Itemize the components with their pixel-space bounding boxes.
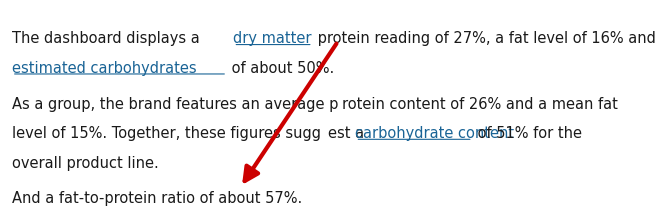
Text: overall product line.: overall product line. xyxy=(12,156,158,171)
Text: estimated carbohydrates: estimated carbohydrates xyxy=(12,61,196,76)
Text: dry matter: dry matter xyxy=(233,32,312,46)
Text: carbohydrate content: carbohydrate content xyxy=(355,126,514,141)
Text: level of 15%. Together, these figures sugg: level of 15%. Together, these figures su… xyxy=(12,126,321,141)
Text: The dashboard displays a: The dashboard displays a xyxy=(12,32,204,46)
Text: rotein content of 26% and a mean fat: rotein content of 26% and a mean fat xyxy=(342,97,618,112)
Text: of about 50%.: of about 50%. xyxy=(227,61,335,76)
Text: of 51% for the: of 51% for the xyxy=(473,126,582,141)
Text: est a: est a xyxy=(328,126,369,141)
Text: And a fat-to-protein ratio of about 57%.: And a fat-to-protein ratio of about 57%. xyxy=(12,190,302,206)
Text: protein reading of 27%, a fat level of 16% and: protein reading of 27%, a fat level of 1… xyxy=(313,32,655,46)
Text: As a group, the brand features an average p: As a group, the brand features an averag… xyxy=(12,97,338,112)
